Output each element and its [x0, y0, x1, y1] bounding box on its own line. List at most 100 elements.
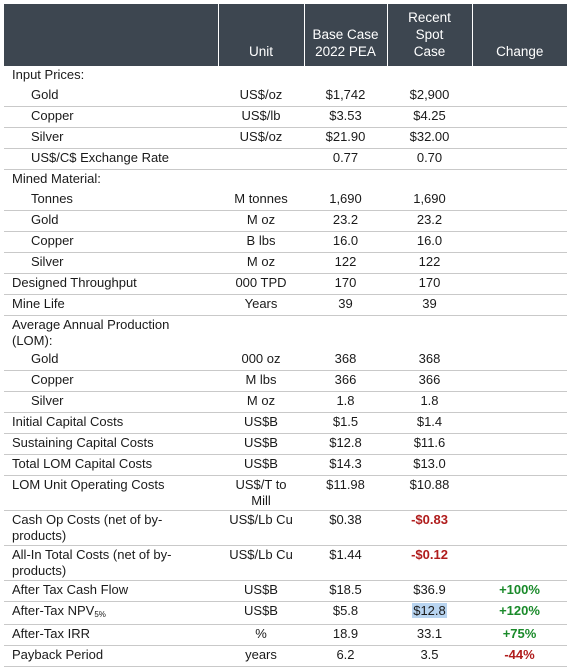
row-spot: $2,900	[387, 86, 472, 107]
section-label: Mined Material:	[12, 171, 101, 186]
row-gold-mined: Gold M oz 23.2 23.2	[4, 210, 567, 232]
row-label: Tonnes	[4, 190, 218, 211]
row-base: $1,742	[304, 86, 387, 107]
row-irr: After-Tax IRR % 18.9 33.1 +75%	[4, 624, 567, 646]
row-base: $0.38	[304, 510, 387, 546]
row-label: After Tax Cash Flow	[4, 580, 218, 602]
row-label: Initial Capital Costs	[4, 412, 218, 434]
row-unit: Years	[218, 294, 304, 316]
row-change	[472, 370, 567, 392]
row-payback: Payback Period years 6.2 3.5 -44%	[4, 645, 567, 667]
row-tonnes: Tonnes M tonnes 1,690 1,690	[4, 190, 567, 211]
row-base: 368	[304, 350, 387, 371]
row-unit: B lbs	[218, 231, 304, 253]
row-label: After-Tax NPV5%	[4, 601, 218, 625]
section-input-prices: Input Prices:	[4, 66, 567, 86]
row-base: $14.3	[304, 454, 387, 476]
row-unit: US$/Lb Cu	[218, 510, 304, 546]
row-spot: 0.70	[387, 148, 472, 170]
header-base-case: Base Case 2022 PEA	[304, 4, 388, 66]
row-unit: US$B	[218, 454, 304, 476]
row-label: Designed Throughput	[4, 273, 218, 295]
row-change	[472, 106, 567, 128]
row-label: Copper	[4, 370, 218, 392]
row-label: Copper	[4, 231, 218, 253]
row-label: Gold	[4, 350, 218, 371]
row-label: Silver	[4, 127, 218, 149]
row-unit: M oz	[218, 210, 304, 232]
row-label: Payback Period	[4, 645, 218, 667]
row-label: Copper	[4, 106, 218, 128]
row-spot: 3.5	[387, 645, 472, 667]
header-row: Unit Base Case 2022 PEA Recent Spot Case Ch…	[4, 4, 567, 66]
row-change	[472, 273, 567, 295]
row-unit: US$/Lb Cu	[218, 545, 304, 581]
row-spot: 16.0	[387, 231, 472, 253]
row-base: 1.8	[304, 391, 387, 413]
row-silver-price: Silver US$/oz $21.90 $32.00	[4, 127, 567, 149]
row-unit: %	[218, 624, 304, 646]
row-base: $3.53	[304, 106, 387, 128]
row-cash-flow: After Tax Cash Flow US$B $18.5 $36.9 +10…	[4, 580, 567, 602]
npv-label: After-Tax NPV	[12, 603, 95, 618]
row-unit: US$/lb	[218, 106, 304, 128]
row-spot: 122	[387, 252, 472, 274]
row-spot: $36.9	[387, 580, 472, 602]
label-line1: All-In Total Costs (net of by-	[12, 547, 172, 562]
row-change: +75%	[472, 624, 567, 646]
section-average-annual-production: Average Annual Production (LOM):	[4, 316, 567, 351]
row-change	[472, 510, 567, 546]
row-spot: -$0.12	[387, 545, 472, 581]
row-silver-production: Silver M oz 1.8 1.8	[4, 391, 567, 413]
row-change	[472, 127, 567, 149]
row-change	[472, 545, 567, 581]
row-base: $12.8	[304, 433, 387, 455]
row-label: LOM Unit Operating Costs	[4, 475, 218, 511]
label-line2: products)	[12, 563, 67, 578]
row-change	[472, 86, 567, 107]
row-unit: US$/T to Mill	[218, 475, 304, 511]
row-base: $21.90	[304, 127, 387, 149]
row-spot: 39	[387, 294, 472, 316]
row-unit: 000 oz	[218, 350, 304, 371]
row-change	[472, 252, 567, 274]
row-unit: years	[218, 645, 304, 667]
row-label: All-In Total Costs (net of by-products)	[4, 545, 218, 581]
row-unit: M oz	[218, 391, 304, 413]
row-spot: 33.1	[387, 624, 472, 646]
row-gold-price: Gold US$/oz $1,742 $2,900	[4, 86, 567, 107]
row-initial-capex: Initial Capital Costs US$B $1.5 $1.4	[4, 412, 567, 434]
row-total-capex: Total LOM Capital Costs US$B $14.3 $13.0	[4, 454, 567, 476]
row-unit-opex: LOM Unit Operating Costs US$/T to Mill $1…	[4, 475, 567, 511]
row-label: Silver	[4, 391, 218, 413]
row-spot: $32.00	[387, 127, 472, 149]
row-change	[472, 350, 567, 371]
row-label: Gold	[4, 210, 218, 232]
row-base: 366	[304, 370, 387, 392]
row-unit: 000 TPD	[218, 273, 304, 295]
row-label: Total LOM Capital Costs	[4, 454, 218, 476]
row-unit	[218, 148, 304, 170]
row-gold-production: Gold 000 oz 368 368	[4, 350, 567, 371]
row-label: After-Tax IRR	[4, 624, 218, 646]
row-spot: 170	[387, 273, 472, 295]
header-spot-line1: Recent	[408, 10, 451, 25]
row-unit: US$B	[218, 580, 304, 602]
header-base-line1: Base Case	[312, 27, 379, 42]
row-change	[472, 294, 567, 316]
row-label: Silver	[4, 252, 218, 274]
row-spot: 1,690	[387, 190, 472, 211]
row-change	[472, 391, 567, 413]
row-label: Sustaining Capital Costs	[4, 433, 218, 455]
row-unit: M oz	[218, 252, 304, 274]
section-mined-material: Mined Material:	[4, 170, 567, 191]
row-mine-life: Mine Life Years 39 39	[4, 294, 567, 316]
header-base-line2: 2022 PEA	[315, 44, 376, 59]
row-fx: US$/C$ Exchange Rate 0.77 0.70	[4, 148, 567, 170]
row-unit: US$/oz	[218, 127, 304, 149]
header-change: Change	[472, 4, 567, 66]
row-base: 6.2	[304, 645, 387, 667]
row-change	[472, 210, 567, 232]
row-base: 39	[304, 294, 387, 316]
row-spot: 1.8	[387, 391, 472, 413]
